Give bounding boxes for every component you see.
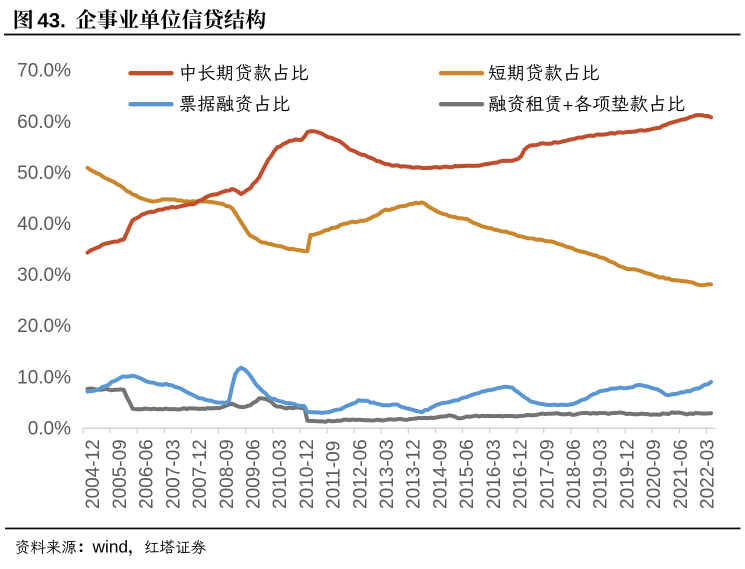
- svg-text:2007-03: 2007-03: [163, 439, 184, 509]
- svg-text:70.0%: 70.0%: [17, 61, 71, 82]
- svg-text:2019-12: 2019-12: [617, 439, 638, 509]
- svg-text:2022-03: 2022-03: [698, 439, 719, 509]
- svg-text:40.0%: 40.0%: [17, 214, 71, 235]
- svg-text:2016-12: 2016-12: [511, 439, 532, 509]
- svg-text:2010-12: 2010-12: [297, 439, 318, 509]
- svg-text:60.0%: 60.0%: [17, 112, 71, 133]
- svg-text:2012-06: 2012-06: [350, 439, 371, 509]
- svg-text:2008-09: 2008-09: [217, 439, 238, 509]
- svg-text:2018-06: 2018-06: [564, 439, 585, 509]
- svg-text:2006-06: 2006-06: [137, 439, 158, 509]
- svg-text:2011-09: 2011-09: [324, 441, 345, 509]
- svg-text:2007-12: 2007-12: [190, 439, 211, 509]
- svg-text:2005-09: 2005-09: [110, 439, 131, 509]
- svg-text:2017-09: 2017-09: [537, 439, 558, 509]
- svg-text:2013-03: 2013-03: [377, 439, 398, 509]
- svg-text:2009-06: 2009-06: [244, 439, 265, 509]
- svg-text:2014-09: 2014-09: [430, 439, 451, 509]
- svg-text:20.0%: 20.0%: [17, 316, 71, 337]
- svg-text:0.0%: 0.0%: [28, 418, 71, 439]
- svg-text:2016-03: 2016-03: [484, 439, 505, 509]
- svg-text:2015-06: 2015-06: [457, 439, 478, 509]
- svg-text:50.0%: 50.0%: [17, 163, 71, 184]
- svg-text:2004-12: 2004-12: [83, 439, 104, 509]
- svg-text:2010-03: 2010-03: [270, 439, 291, 509]
- svg-text:2019-03: 2019-03: [591, 439, 612, 509]
- svg-text:2013-12: 2013-12: [404, 439, 425, 509]
- svg-text:30.0%: 30.0%: [17, 265, 71, 286]
- svg-text:2021-06: 2021-06: [671, 439, 692, 509]
- svg-text:10.0%: 10.0%: [17, 367, 71, 388]
- svg-text:2020-09: 2020-09: [644, 439, 665, 509]
